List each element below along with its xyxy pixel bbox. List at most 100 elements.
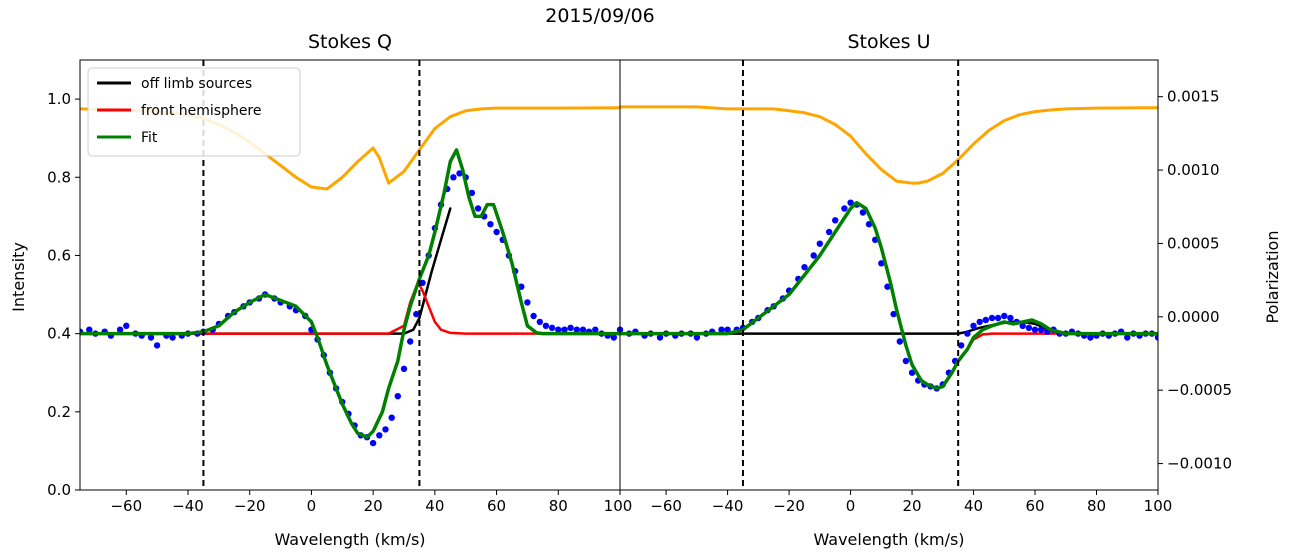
data-point bbox=[487, 221, 494, 228]
data-point bbox=[123, 322, 130, 329]
x-tick-label: −20 bbox=[234, 497, 266, 515]
data-point bbox=[1124, 334, 1131, 341]
x-tick-label: 100 bbox=[604, 497, 633, 515]
data-point bbox=[693, 334, 701, 341]
x-tick-label: −40 bbox=[712, 497, 744, 515]
x-tick-label: −40 bbox=[172, 497, 204, 515]
data-point bbox=[456, 170, 463, 177]
legend-label: Fit bbox=[141, 130, 158, 146]
panel-plot-area bbox=[620, 60, 1158, 490]
data-point bbox=[970, 322, 977, 329]
data-point bbox=[592, 326, 599, 333]
data-point bbox=[902, 357, 910, 365]
data-point bbox=[493, 228, 500, 236]
data-point bbox=[620, 326, 624, 333]
data-point bbox=[656, 334, 664, 341]
data-point bbox=[847, 199, 854, 206]
data-point bbox=[878, 260, 885, 267]
data-point bbox=[1087, 334, 1094, 341]
figure-suptitle: 2015/09/06 bbox=[545, 5, 655, 27]
data-point bbox=[86, 326, 93, 333]
data-point bbox=[816, 240, 823, 247]
data-point bbox=[841, 205, 848, 212]
x-tick-label: 80 bbox=[1087, 497, 1106, 515]
data-point bbox=[1001, 312, 1008, 320]
x-axis-label: Wavelength (km/s) bbox=[813, 530, 964, 549]
data-point bbox=[958, 342, 965, 349]
data-point bbox=[988, 314, 996, 322]
panel-title: Stokes U bbox=[848, 31, 931, 53]
x-tick-label: 60 bbox=[1025, 497, 1044, 515]
data-point bbox=[982, 316, 989, 324]
x-tick-label: 0 bbox=[846, 497, 856, 515]
off-limb-line bbox=[80, 207, 452, 335]
panel-stokes-u: Stokes U −60 −40 −20 0 20 40 60 80 100 Wavelength … bbox=[620, 31, 1173, 549]
data-point bbox=[400, 365, 408, 372]
data-point bbox=[994, 314, 1002, 322]
data-point bbox=[376, 432, 383, 439]
data-point bbox=[147, 334, 155, 341]
legend-box bbox=[87, 67, 301, 157]
panels-layer: Stokes Q −60 −40 −20 0 20 40 60 80 100 Wavelength … bbox=[80, 31, 1173, 549]
left-y-tick-label: 0.6 bbox=[47, 246, 71, 264]
data-point bbox=[1031, 326, 1039, 333]
data-point bbox=[419, 279, 426, 286]
fit-line bbox=[80, 148, 620, 439]
data-point bbox=[567, 324, 574, 331]
data-point bbox=[1154, 334, 1158, 341]
data-point bbox=[859, 209, 867, 216]
right-y-tick-label: −0.0005 bbox=[1167, 381, 1232, 399]
legend-label: front hemisphere bbox=[141, 103, 262, 119]
data-point bbox=[548, 324, 556, 331]
data-point bbox=[1019, 322, 1026, 329]
x-tick-label: 40 bbox=[425, 497, 444, 515]
x-tick-label: 100 bbox=[1144, 497, 1173, 515]
data-point bbox=[169, 334, 176, 341]
data-point bbox=[832, 217, 839, 224]
legend-label: off limb sources bbox=[141, 76, 252, 92]
data-point bbox=[801, 264, 808, 271]
intensity-line bbox=[620, 105, 1158, 185]
data-point bbox=[825, 228, 833, 236]
right-y-tick-label: 0.0015 bbox=[1167, 88, 1220, 106]
panel-frame bbox=[619, 59, 1159, 491]
data-point bbox=[413, 310, 420, 318]
frame-layer: 0.0 0.2 0.4 0.6 0.8 1.0 −0.0010 −0.0005 0.0000 0.… bbox=[47, 59, 1232, 499]
data-point bbox=[530, 312, 537, 320]
data-point bbox=[718, 326, 725, 333]
panel-stokes-q: Stokes Q −60 −40 −20 0 20 40 60 80 100 Wavelength … bbox=[80, 31, 633, 549]
data-point bbox=[468, 189, 476, 197]
data-point bbox=[610, 334, 617, 341]
right-y-tick-label: 0.0010 bbox=[1167, 161, 1220, 179]
right-y-tick-label: 0.0005 bbox=[1167, 234, 1220, 252]
panel-title: Stokes Q bbox=[308, 31, 392, 53]
x-tick-label: 20 bbox=[364, 497, 383, 515]
right-y-tick-label: 0.0000 bbox=[1167, 308, 1220, 326]
data-point bbox=[542, 322, 550, 329]
left-y-tick-label: 1.0 bbox=[47, 90, 71, 108]
data-point bbox=[450, 174, 457, 181]
x-tick-label: 40 bbox=[964, 497, 983, 515]
x-tick-label: 80 bbox=[549, 497, 568, 515]
x-tick-label: 60 bbox=[487, 497, 506, 515]
data-point bbox=[524, 299, 531, 306]
x-tick-label: −20 bbox=[773, 497, 805, 515]
x-tick-label: 0 bbox=[307, 497, 317, 515]
data-point bbox=[407, 338, 414, 345]
x-tick-label: −60 bbox=[110, 497, 142, 515]
x-tick-label: −60 bbox=[650, 497, 682, 515]
data-point bbox=[394, 393, 401, 400]
data-point bbox=[579, 326, 587, 333]
data-point bbox=[1007, 314, 1014, 322]
left-y-tick-label: 0.8 bbox=[47, 168, 71, 186]
data-point bbox=[153, 342, 161, 349]
front-hemisphere-line bbox=[80, 283, 620, 335]
right-y-axis-label: Polarization bbox=[1263, 231, 1282, 324]
data-point bbox=[1038, 326, 1045, 333]
data-point bbox=[1025, 324, 1033, 331]
panel-plot-area bbox=[80, 60, 620, 490]
data-point bbox=[865, 221, 873, 228]
data-point bbox=[884, 283, 891, 290]
left-y-tick-label: 0.4 bbox=[47, 325, 71, 343]
